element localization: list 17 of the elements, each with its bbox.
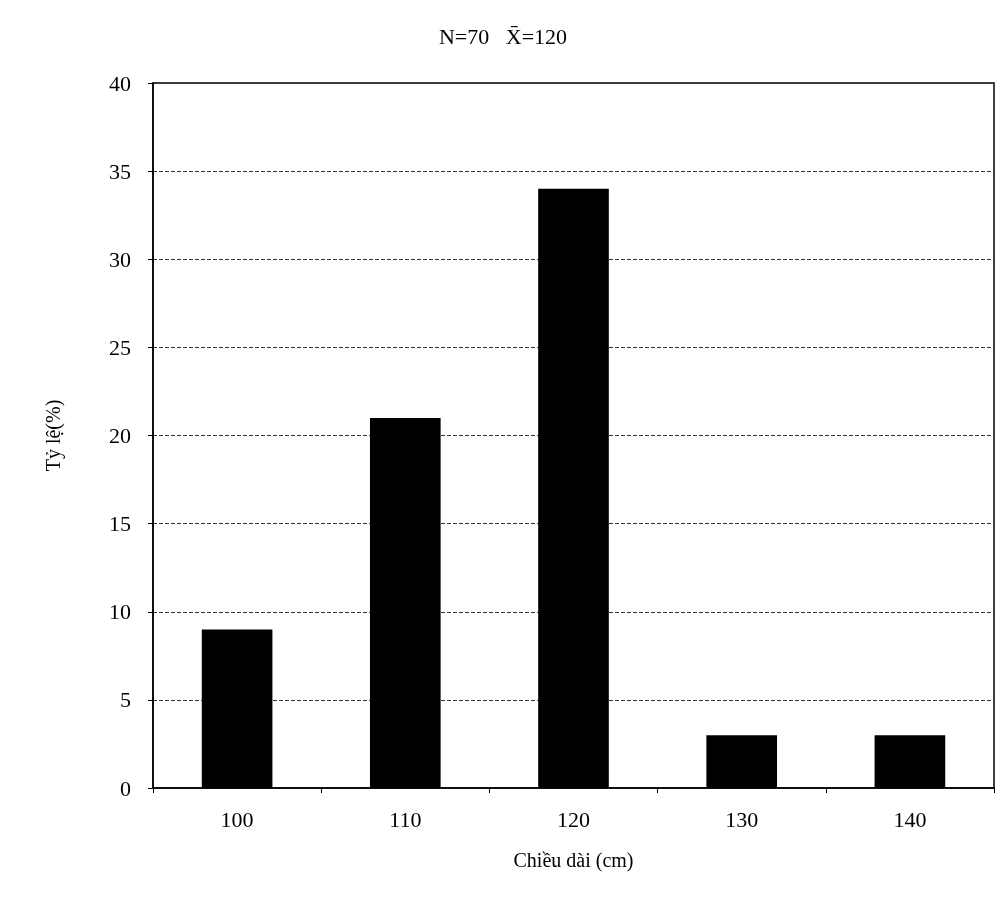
y-tick-label: 5 xyxy=(120,687,131,713)
y-tick-label: 35 xyxy=(109,158,131,184)
x-tick-label: 130 xyxy=(725,806,759,832)
x-tick-label: 110 xyxy=(389,806,422,832)
y-tick-label: 40 xyxy=(109,70,131,96)
x-tick-label: 120 xyxy=(557,806,590,832)
y-tick-label: 25 xyxy=(109,334,131,360)
y-tick-label: 0 xyxy=(120,775,131,801)
y-tick-label: 10 xyxy=(109,599,131,625)
x-axis-title: Chiều dài (cm) xyxy=(513,849,634,872)
y-tick-label: 20 xyxy=(109,423,131,448)
chart-title: N=70 X̄=120 xyxy=(438,23,568,49)
y-axis-title: Tỷ lệ(%) xyxy=(42,399,65,472)
y-tick-label: 15 xyxy=(109,511,131,537)
y-tick-label: 30 xyxy=(109,246,131,272)
x-tick-label: 100 xyxy=(220,806,254,832)
x-tick-label: 140 xyxy=(893,806,927,832)
